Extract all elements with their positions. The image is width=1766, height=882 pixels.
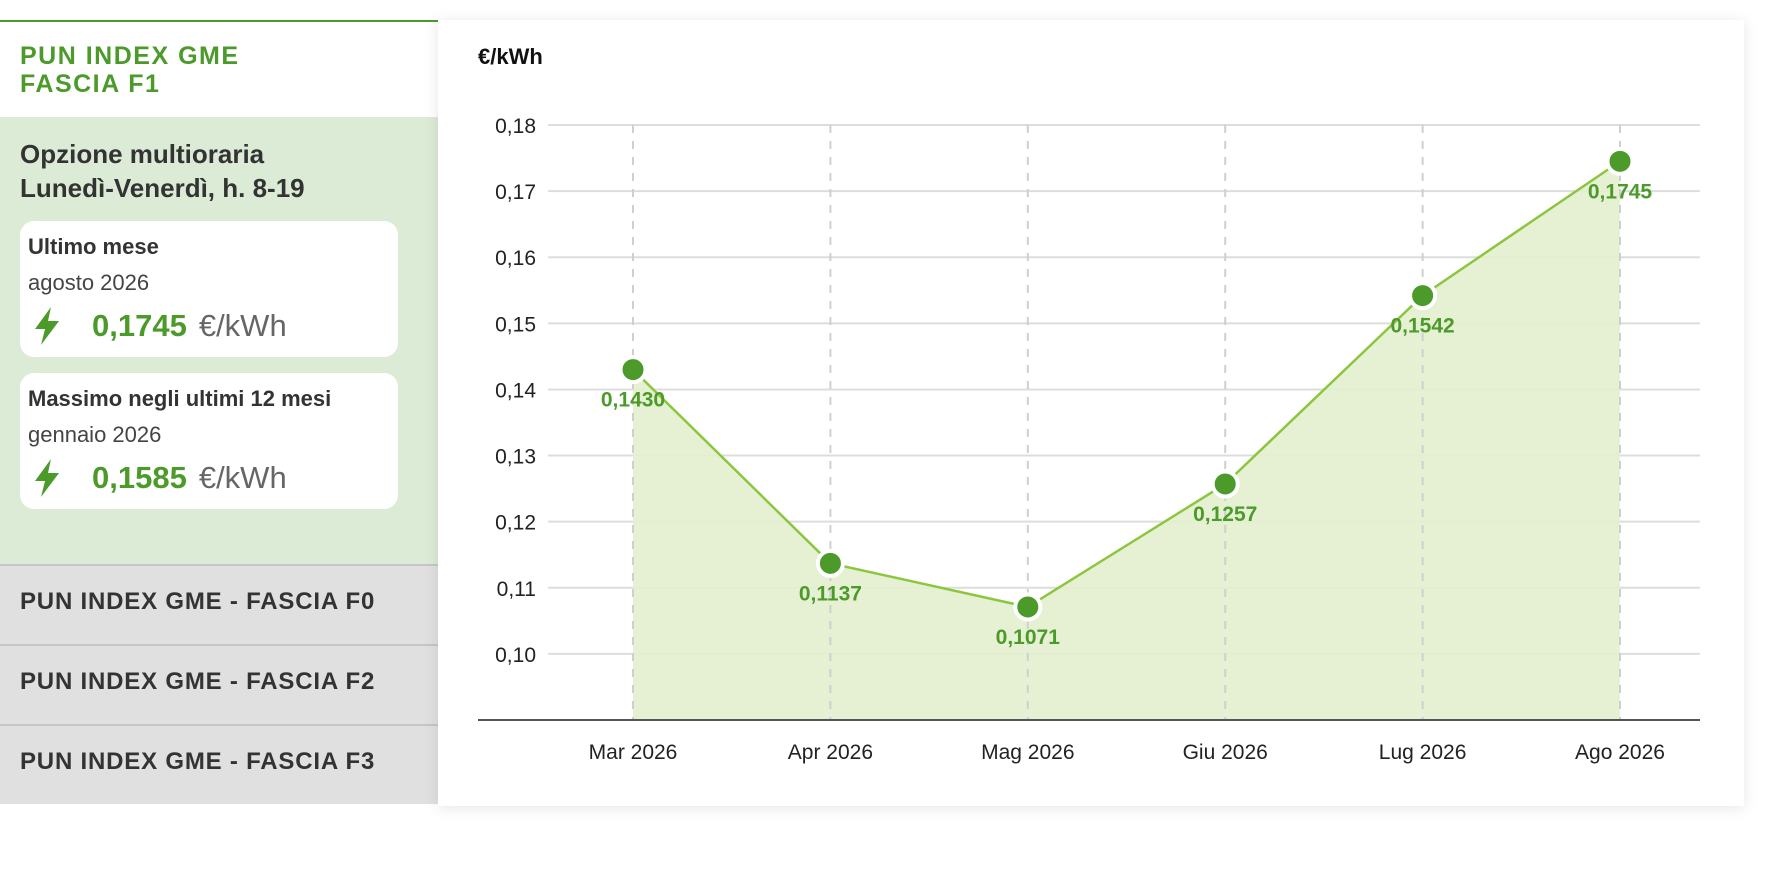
data-label: 0,1137: [799, 582, 862, 605]
y-axis-unit: €/kWh: [478, 44, 543, 69]
max-12-period: gennaio 2026: [28, 422, 162, 447]
lightning-bolt-icon: [35, 307, 59, 345]
y-tick-label: 0,18: [495, 115, 536, 138]
data-label: 0,1430: [601, 389, 665, 412]
series-line: [632, 160, 1621, 609]
data-label: 0,1071: [996, 626, 1061, 649]
area-fill: [633, 161, 1620, 721]
data-point: [815, 548, 845, 578]
y-tick-label: 0,13: [495, 446, 536, 469]
lightning-bolt-icon: [35, 459, 59, 497]
max-12-months-card: Massimo negli ultimi 12 mesi gennaio 202…: [20, 373, 398, 509]
data-point: [1013, 592, 1043, 622]
y-tick-label: 0,15: [495, 313, 536, 336]
x-tick-label: Mar 2026: [589, 741, 678, 764]
data-point: [1408, 281, 1438, 311]
tab-fascia-f0[interactable]: PUN INDEX GME - FASCIA F0: [0, 564, 438, 644]
data-label: 0,1745: [1588, 180, 1653, 203]
y-tick-label: 0,14: [495, 379, 536, 402]
data-label: 0,1542: [1390, 315, 1454, 338]
x-tick-label: Mag 2026: [981, 741, 1074, 764]
tab-fascia-f2[interactable]: PUN INDEX GME - FASCIA F2: [0, 644, 438, 724]
last-month-period: agosto 2026: [28, 270, 150, 295]
x-tick-label: Ago 2026: [1575, 741, 1665, 764]
x-tick-label: Giu 2026: [1183, 741, 1268, 764]
tab-fascia-f1[interactable]: PUN INDEX GME FASCIA F1: [0, 20, 438, 117]
data-point: [1605, 146, 1635, 176]
chart-card: €/kWh 0,10 0,11 0,12 0,13 0,14 0,15 0,16 0,17 0,…: [438, 20, 1744, 806]
max-12-unit: €/kWh: [198, 460, 287, 495]
last-month-unit: €/kWh: [198, 308, 287, 343]
x-tick-label: Apr 2026: [788, 741, 873, 764]
data-label: 0,1257: [1193, 503, 1257, 526]
last-month-value: 0,1745: [92, 308, 187, 343]
max-12-label: Massimo negli ultimi 12 mesi: [28, 386, 332, 411]
price-line-chart: 0,10 0,11 0,12 0,13 0,14 0,15 0,16 0,17 0,18 0,14…: [478, 115, 1700, 764]
y-tick-label: 0,11: [497, 578, 536, 601]
max-12-value: 0,1585: [92, 460, 187, 495]
tab-fascia-f3[interactable]: PUN INDEX GME - FASCIA F3: [0, 724, 438, 804]
last-month-card: Ultimo mese agosto 2026 0,1745 €/kWh: [20, 221, 398, 357]
data-point: [1210, 469, 1240, 499]
y-tick-label: 0,16: [495, 247, 536, 270]
y-tick-label: 0,12: [495, 512, 536, 535]
y-tick-label: 0,10: [495, 644, 536, 667]
active-tab-label: PUN INDEX GME FASCIA F1: [20, 42, 240, 98]
y-tick-label: 0,17: [495, 181, 536, 204]
x-tick-label: Lug 2026: [1379, 741, 1467, 764]
last-month-label: Ultimo mese: [28, 234, 159, 259]
option-title: Opzione multioraria Lunedì-Venerdì, h. 8…: [20, 139, 305, 203]
sidebar: PUN INDEX GME FASCIA F1 Opzione multiora…: [0, 0, 438, 806]
data-point: [618, 355, 648, 385]
fascia-f1-panel: Opzione multioraria Lunedì-Venerdì, h. 8…: [0, 117, 438, 566]
